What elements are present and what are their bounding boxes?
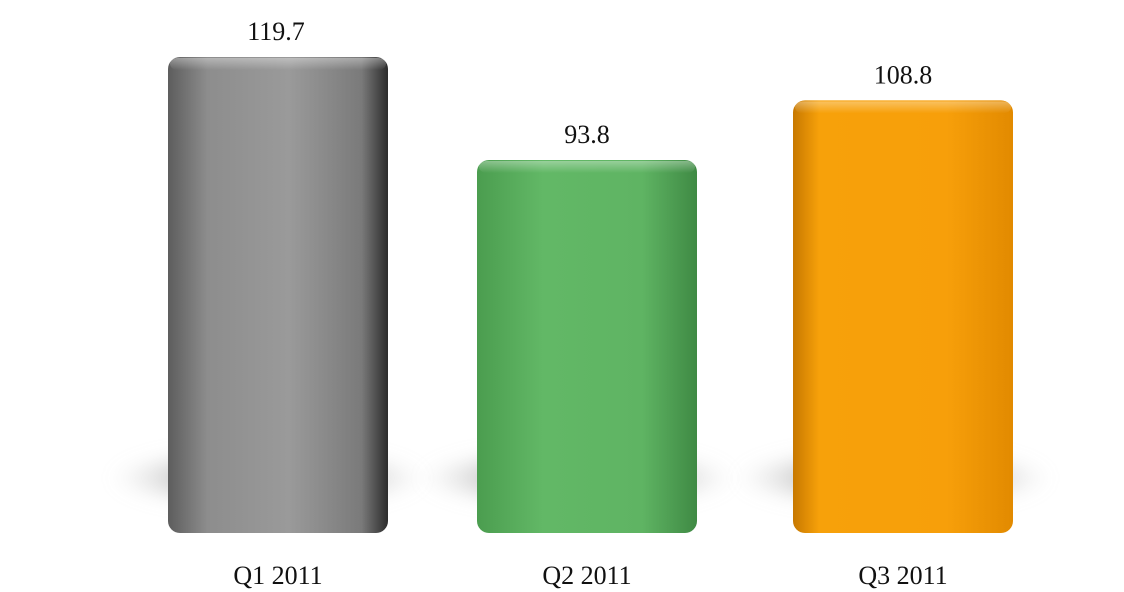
- bar-top-highlight-2: [479, 160, 695, 173]
- bar-q2-2011: [477, 159, 697, 534]
- category-label-1: Q1 2011: [233, 561, 322, 590]
- value-label-3: 108.8: [874, 60, 933, 89]
- category-label-3: Q3 2011: [858, 561, 947, 590]
- bar-q3-2011: [793, 100, 1013, 533]
- bar-q1-2011: [168, 57, 388, 533]
- labels-group: 119.7 Q1 2011 93.8 Q2 2011 108.8 Q3 2011: [233, 17, 947, 590]
- bar-top-highlight-1: [170, 58, 386, 70]
- bar-top-highlight-3: [795, 101, 1011, 114]
- bars-group: [168, 57, 1013, 534]
- value-label-2: 93.8: [564, 120, 610, 149]
- value-label-1: 119.7: [247, 17, 305, 46]
- category-label-2: Q2 2011: [542, 561, 631, 590]
